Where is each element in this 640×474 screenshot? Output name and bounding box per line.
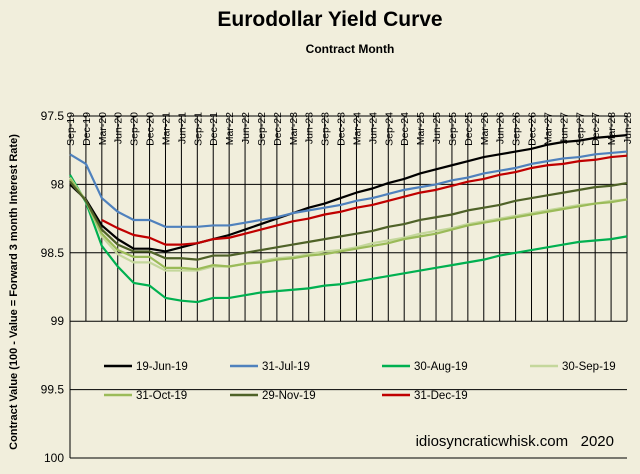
- x-tick-label: Dec-23: [336, 112, 348, 146]
- series-line: [69, 134, 628, 253]
- series-layer: [69, 134, 628, 304]
- x-tick-label: Sep-19: [65, 112, 77, 146]
- x-tick-label: Dec-25: [463, 112, 475, 146]
- y-tick-label: 100: [44, 451, 64, 465]
- x-tick-label: Mar-27: [542, 112, 554, 145]
- y-tick-labels: 97.5 98 98.5 99 99.5 100: [41, 109, 65, 465]
- grid-layer: [69, 115, 628, 459]
- x-tick-label: Sep-24: [383, 112, 395, 146]
- y-tick-label: 97.5: [41, 109, 65, 123]
- chart-title: Eurodollar Yield Curve: [217, 8, 442, 31]
- series-line: [101, 154, 628, 246]
- x-tick-label: Mar-23: [288, 112, 300, 145]
- x-tick-label: Jun-20: [113, 112, 125, 144]
- y-tick-label: 98.5: [41, 246, 65, 260]
- x-tick-label: Sep-25: [447, 112, 459, 146]
- x-tick-label: Sep-26: [511, 112, 523, 146]
- x-tick-label: Sep-22: [256, 112, 268, 146]
- x-tick-labels: Sep-19 Dec-19 Mar-20 Jun-20 Sep-20 Dec-20 Mar-…: [65, 112, 634, 146]
- legend-label: 29-Nov-19: [262, 390, 316, 402]
- x-tick-label: Mar-24: [351, 112, 363, 145]
- x-tick-label: Dec-27: [590, 112, 602, 146]
- x-tick-label: Sep-23: [320, 112, 332, 146]
- x-tick-label: Jun-23: [304, 112, 316, 144]
- x-tick-label: Mar-21: [160, 112, 172, 145]
- series-line: [69, 180, 628, 261]
- legend-label: 31-Jul-19: [262, 361, 310, 373]
- watermark: idiosyncraticwhisk.com 2020: [416, 433, 614, 450]
- x-tick-label: Sep-27: [574, 112, 586, 146]
- x-tick-label: Mar-26: [479, 112, 491, 145]
- x-tick-label: Jun-22: [240, 112, 252, 144]
- x-tick-label: Jun-21: [176, 112, 188, 144]
- y-tick-label: 98: [51, 177, 65, 191]
- x-tick-label: Mar-28: [606, 112, 618, 145]
- x-tick-label: Dec-21: [208, 112, 220, 146]
- x-tick-label: Dec-24: [399, 112, 411, 146]
- x-tick-label: Dec-26: [527, 112, 539, 146]
- x-tick-label: Jun-27: [558, 112, 570, 144]
- x-axis-label: Contract Month: [306, 42, 395, 56]
- legend-label: 30-Sep-19: [562, 361, 616, 373]
- x-tick-label: Jun-26: [495, 112, 507, 144]
- series-line: [69, 176, 628, 272]
- x-tick-label: Mar-25: [415, 112, 427, 145]
- x-tick-label: Mar-22: [224, 112, 236, 145]
- legend-label: 31-Dec-19: [414, 390, 468, 402]
- series-line: [69, 150, 628, 228]
- x-tick-label: Jun-25: [431, 112, 443, 144]
- legend: 19-Jun-19 31-Jul-19 30-Aug-19 30-Sep-19 31-O…: [104, 361, 616, 402]
- legend-label: 30-Aug-19: [414, 361, 468, 373]
- x-tick-label: Dec-19: [81, 112, 93, 146]
- legend-label: 31-Oct-19: [136, 390, 187, 402]
- series-line: [69, 178, 628, 271]
- x-tick-label: Sep-21: [192, 112, 204, 146]
- x-tick-label: Dec-20: [145, 112, 157, 146]
- x-tick-label: Sep-20: [129, 112, 141, 146]
- series-line: [69, 174, 628, 304]
- y-axis-label: Contract Value (100 - Value = Forward 3 …: [8, 134, 20, 450]
- y-tick-label: 99.5: [41, 383, 65, 397]
- x-tick-label: Dec-22: [272, 112, 284, 146]
- x-tick-label: Mar-20: [97, 112, 109, 145]
- x-tick-label: Jun-24: [367, 112, 379, 144]
- legend-label: 19-Jun-19: [136, 361, 188, 373]
- y-tick-label: 99: [51, 314, 65, 328]
- x-tick-label: Jun-28: [622, 112, 634, 144]
